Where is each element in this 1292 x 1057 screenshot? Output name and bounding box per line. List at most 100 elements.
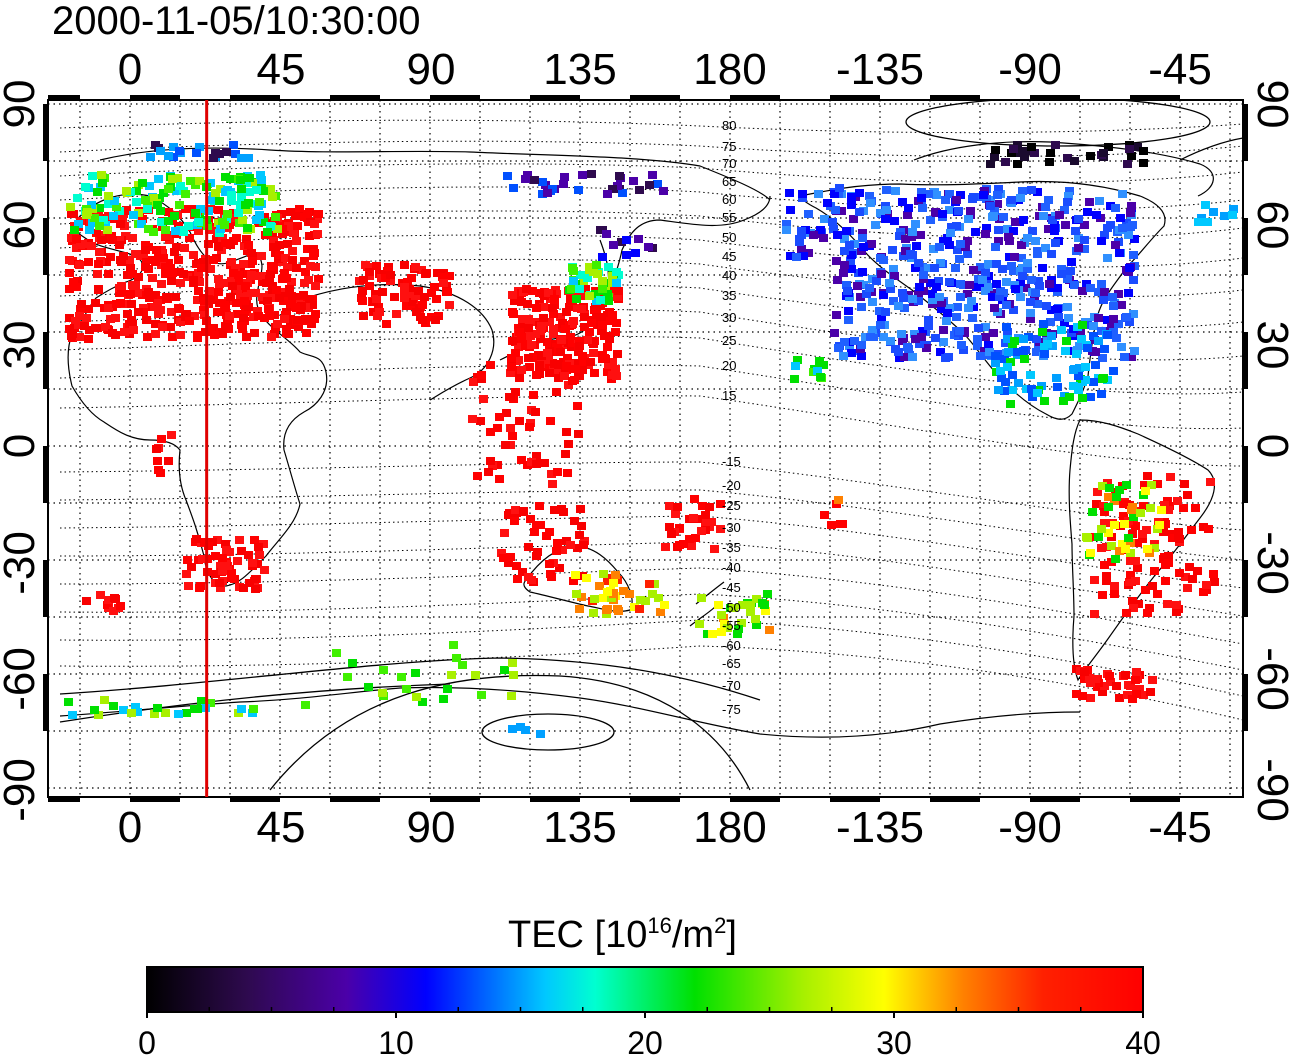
tec-cell	[305, 232, 314, 240]
tec-cell	[1020, 153, 1029, 161]
tec-cell	[563, 354, 572, 362]
tec-cell	[1107, 542, 1116, 550]
tec-cell	[291, 303, 300, 311]
tec-cell	[1141, 586, 1150, 594]
tec-cell	[484, 468, 493, 476]
tec-cell	[269, 243, 278, 251]
tec-cell	[1094, 288, 1103, 296]
tec-cell	[508, 291, 517, 299]
tec-cell	[978, 276, 987, 284]
tec-cell	[533, 548, 542, 556]
tec-cell	[141, 241, 150, 249]
tec-cell	[270, 311, 279, 319]
tec-cell	[400, 261, 409, 269]
tec-cell	[131, 703, 140, 711]
tec-cell	[518, 315, 527, 323]
tec-cell	[400, 283, 409, 291]
tec-cell	[840, 235, 849, 243]
tec-cell	[439, 279, 448, 287]
tec-cell	[842, 281, 851, 289]
tec-cell	[746, 601, 755, 609]
tec-cell	[981, 333, 990, 341]
tec-cell	[103, 601, 112, 609]
tec-cell	[857, 352, 866, 360]
tec-cell	[964, 215, 973, 223]
tec-cell	[868, 298, 877, 306]
tec-cell	[911, 264, 920, 272]
tec-cell	[157, 280, 166, 288]
tec-cell	[938, 210, 947, 218]
tec-cell	[1093, 488, 1102, 496]
tec-cell	[141, 263, 150, 271]
tec-cell	[1202, 581, 1211, 589]
tec-cell	[233, 285, 242, 293]
tec-cell	[343, 673, 352, 681]
tec-cell	[675, 541, 684, 549]
tec-cell	[1000, 355, 1009, 363]
tec-cell	[751, 615, 760, 623]
tec-cell	[400, 294, 409, 302]
tec-cell	[598, 277, 607, 285]
tec-cell	[405, 292, 414, 300]
lon-label-top: 45	[257, 45, 306, 94]
tec-cell	[1139, 147, 1148, 155]
tec-cell	[573, 544, 582, 552]
tec-cell	[1187, 526, 1196, 534]
tec-cell	[142, 316, 151, 324]
tec-cell	[255, 211, 264, 219]
tec-cell	[1104, 143, 1113, 151]
tec-cell	[1131, 577, 1140, 585]
tec-cell	[667, 530, 676, 538]
tec-cell	[888, 246, 897, 254]
tec-cell	[235, 536, 244, 544]
tec-cell	[418, 698, 427, 706]
tec-cell	[540, 459, 549, 467]
tec-cell	[195, 143, 204, 151]
tec-cell	[1039, 212, 1048, 220]
tec-cell	[604, 361, 613, 369]
tec-cell	[956, 240, 965, 248]
tec-cell	[613, 293, 622, 301]
tec-cell	[596, 226, 605, 234]
tec-cell	[173, 174, 182, 182]
axis-bar-left	[43, 332, 48, 389]
tec-cell	[216, 584, 225, 592]
tec-cell	[599, 594, 608, 602]
tec-cell	[1002, 323, 1011, 331]
tec-cell	[445, 301, 454, 309]
tec-cell	[819, 361, 828, 369]
axis-bar-top	[130, 95, 180, 100]
tec-cell	[364, 683, 373, 691]
tec-cell	[835, 184, 844, 192]
tec-cell	[648, 590, 657, 598]
tec-cell	[1080, 675, 1089, 683]
tec-cell	[795, 238, 804, 246]
tec-cell	[536, 327, 545, 335]
tec-cell	[840, 247, 849, 255]
tec-cell	[985, 348, 994, 356]
tec-cell	[240, 297, 249, 305]
tec-cell	[691, 534, 700, 542]
tec-cell	[381, 274, 390, 282]
tec-cell	[1109, 302, 1118, 310]
tec-cell	[609, 241, 618, 249]
tec-cell	[606, 317, 615, 325]
tec-cell	[546, 417, 555, 425]
tec-cell	[110, 197, 119, 205]
mlat-label: 50	[722, 230, 736, 245]
tec-cell	[1133, 564, 1142, 572]
tec-cell	[915, 340, 924, 348]
tec-cell	[198, 555, 207, 563]
tec-cell	[1127, 152, 1136, 160]
tec-cell	[242, 235, 251, 243]
tec-cell	[661, 543, 670, 551]
tec-cell	[602, 230, 611, 238]
tec-cell	[847, 265, 856, 273]
tec-cell	[1050, 221, 1059, 229]
tec-cell	[1185, 563, 1194, 571]
tec-cell	[943, 309, 952, 317]
axis-bar-right	[1243, 104, 1248, 161]
tec-cell	[294, 323, 303, 331]
tec-cell	[988, 293, 997, 301]
tec-cell	[252, 186, 261, 194]
